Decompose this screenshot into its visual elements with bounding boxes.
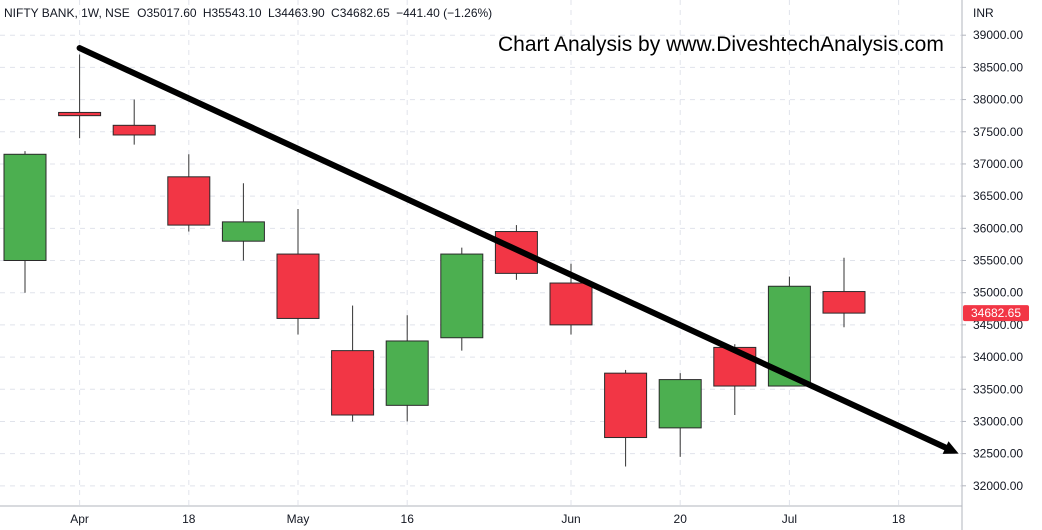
y-tick-label: 34500.00 xyxy=(973,318,1023,332)
trendline-arrowhead xyxy=(942,441,959,454)
x-tick-label: 20 xyxy=(674,512,688,526)
x-tick-label: Jul xyxy=(782,512,797,526)
bearish-candle xyxy=(331,305,375,422)
bearish-candle xyxy=(58,54,102,139)
candle-body xyxy=(440,253,484,339)
price-axis: 32000.00 32500.00 33000.00 33500.00 34000.00… xyxy=(962,28,1023,493)
change-value: −441.40 (−1.26%) xyxy=(396,6,493,20)
trendline xyxy=(76,45,959,454)
candle-body xyxy=(221,221,265,242)
bullish-candle xyxy=(221,183,265,261)
y-tick-label: 34000.00 xyxy=(973,350,1023,364)
bullish-candle xyxy=(3,151,47,293)
watermark-text: Chart Analysis by www.DiveshtechAnalysis… xyxy=(498,33,944,56)
currency-label: INR xyxy=(973,6,994,20)
y-tick-label: 32000.00 xyxy=(973,479,1023,493)
close-value: C34682.65 xyxy=(331,6,390,20)
last-price-marker: 34682.65 xyxy=(963,305,1029,322)
candle-body xyxy=(112,124,156,136)
last-price-label: 34682.65 xyxy=(971,306,1021,320)
candle-body xyxy=(658,379,702,429)
y-tick-label: 35500.00 xyxy=(973,254,1023,268)
bullish-candle xyxy=(440,247,484,351)
bearish-candle xyxy=(112,99,156,145)
bullish-candle xyxy=(385,315,429,422)
high-value: H35543.10 xyxy=(202,6,262,20)
candle-body xyxy=(604,372,648,439)
y-tick-label: 37500.00 xyxy=(973,125,1023,139)
candle-body xyxy=(822,291,866,314)
x-tick-label: May xyxy=(287,512,310,526)
y-tick-label: 38000.00 xyxy=(973,93,1023,107)
x-tick-label: 18 xyxy=(182,512,196,526)
candle-body xyxy=(3,153,47,261)
candle-body xyxy=(385,340,429,406)
candle-body xyxy=(58,111,102,117)
bearish-candle xyxy=(549,263,593,335)
candle-body xyxy=(549,282,593,326)
x-tick-label: Jun xyxy=(561,512,580,526)
candle-body xyxy=(276,253,320,319)
candle-body xyxy=(331,350,375,416)
x-tick-label: Apr xyxy=(70,512,89,526)
bearish-candle xyxy=(604,369,648,467)
open-value: O35017.60 xyxy=(137,6,197,20)
bearish-candle xyxy=(167,154,211,232)
last-price-tag xyxy=(963,305,1029,322)
candle-body xyxy=(167,176,211,226)
low-value: L34463.90 xyxy=(267,6,325,20)
y-tick-label: 39000.00 xyxy=(973,28,1023,42)
symbol-name[interactable]: NIFTY BANK, 1W, NSE xyxy=(4,6,130,20)
y-tick-label: 38500.00 xyxy=(973,60,1023,74)
bearish-candle xyxy=(276,209,320,335)
x-tick-label: 18 xyxy=(892,512,906,526)
y-tick-label: 36000.00 xyxy=(973,221,1023,235)
y-tick-label: 32500.00 xyxy=(973,447,1023,461)
y-tick-label: 35000.00 xyxy=(973,286,1023,300)
x-tick-label: 16 xyxy=(401,512,415,526)
trendline-path xyxy=(76,45,951,452)
y-tick-label: 33500.00 xyxy=(973,382,1023,396)
bearish-candle xyxy=(822,257,866,328)
time-axis: Apr 18 May 16 Jun 20 Jul 18 xyxy=(70,512,905,526)
symbol-header: NIFTY BANK, 1W, NSE O35017.60 H35543.10 … xyxy=(4,6,495,20)
y-tick-label: 36500.00 xyxy=(973,189,1023,203)
y-tick-label: 33000.00 xyxy=(973,414,1023,428)
y-tick-label: 37000.00 xyxy=(973,157,1023,171)
bullish-candle xyxy=(658,373,702,457)
